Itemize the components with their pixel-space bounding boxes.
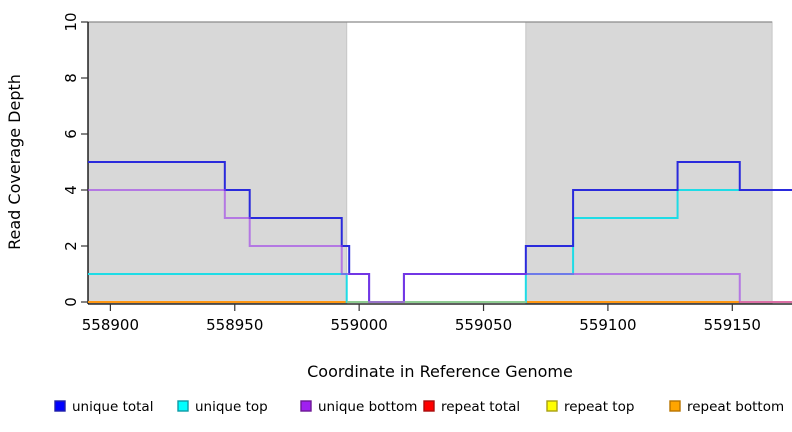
- legend-label-unique-total: unique total: [72, 399, 153, 415]
- y-tick-label: 6: [62, 129, 80, 139]
- legend-swatch-unique-top: [177, 400, 189, 412]
- y-tick-label: 0: [62, 297, 80, 307]
- series-line-unique-bottom: [88, 189, 792, 303]
- y-axis-title: Read Coverage Depth: [5, 74, 24, 250]
- legend-label-unique-top: unique top: [195, 399, 268, 415]
- y-tick-label: 8: [62, 73, 80, 83]
- x-tick-label: 558900: [82, 316, 139, 334]
- x-tick-label: 559000: [331, 316, 388, 334]
- x-tick-label: 559100: [579, 316, 636, 334]
- y-tick-label: 10: [62, 12, 80, 31]
- x-tick-label: 559150: [704, 316, 761, 334]
- legend-swatch-unique-bottom: [300, 400, 312, 412]
- legend-label-repeat-top: repeat top: [564, 399, 634, 415]
- legend-label-unique-bottom: unique bottom: [318, 399, 417, 415]
- y-tick-label: 2: [62, 241, 80, 251]
- x-tick-label: 558950: [206, 316, 263, 334]
- x-tick-label: 559050: [455, 316, 512, 334]
- x-axis-title: Coordinate in Reference Genome: [307, 362, 573, 381]
- legend-swatch-repeat-top: [546, 400, 558, 412]
- legend-swatch-repeat-total: [423, 400, 435, 412]
- legend-swatch-repeat-bottom: [669, 400, 681, 412]
- legend-label-repeat-total: repeat total: [441, 399, 520, 415]
- y-tick-label: 4: [62, 185, 80, 195]
- legend-swatch-unique-total: [54, 400, 66, 412]
- legend-label-repeat-bottom: repeat bottom: [687, 399, 784, 415]
